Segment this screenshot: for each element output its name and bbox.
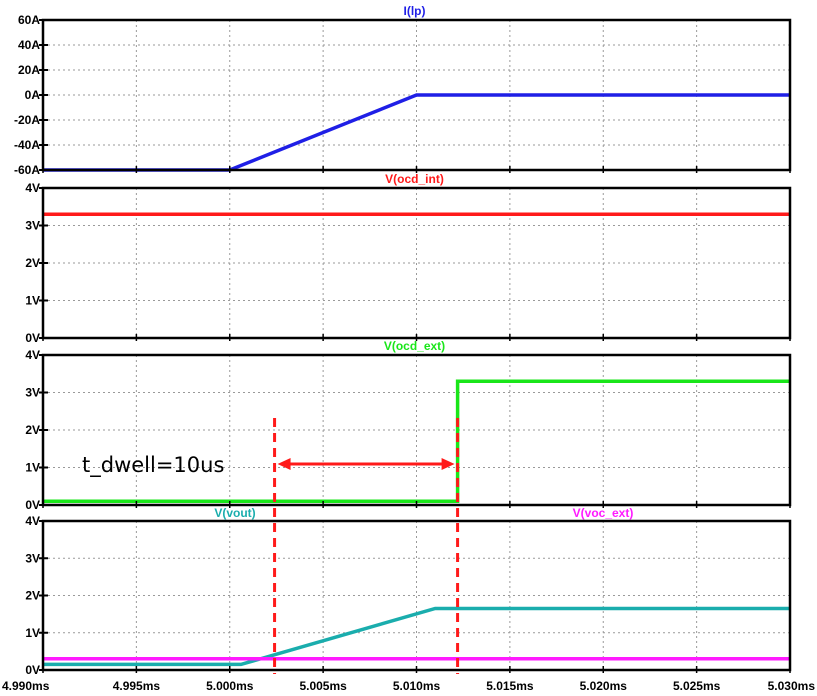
y-tick-label: 1V xyxy=(25,626,40,640)
x-tick-label: 4.990ms xyxy=(2,679,50,693)
y-tick-label: -60A xyxy=(14,163,40,177)
dwell-arrow-head-right xyxy=(441,458,455,470)
y-tick-label: 20A xyxy=(18,63,40,77)
y-tick-label: 0V xyxy=(25,498,40,512)
plot-pane-3: 4V 3V 2V 1V 0V V(ocd_ext) xyxy=(25,339,792,512)
y-tick-label: 4V xyxy=(25,514,40,528)
x-tick-label: 5.020ms xyxy=(580,679,628,693)
x-tick-label: 5.010ms xyxy=(393,679,441,693)
trace-title: V(vout) xyxy=(214,506,255,520)
y-tick-label: 1V xyxy=(25,461,40,475)
dwell-annotation: t_dwell=10us xyxy=(82,453,224,478)
y-tick-label: 2V xyxy=(25,589,40,603)
y-tick-label: 3V xyxy=(25,219,40,233)
series-line-4-1 xyxy=(43,606,790,667)
y-tick-label: -20A xyxy=(14,113,40,127)
x-tick-label: 5.030ms xyxy=(768,679,816,693)
y-tick-label: 1V xyxy=(25,294,40,308)
x-tick-label: 5.015ms xyxy=(486,679,534,693)
x-tick-label: 5.005ms xyxy=(299,679,347,693)
x-tick-label: 4.995ms xyxy=(113,679,161,693)
y-tick-label: 0A xyxy=(25,88,41,102)
y-tick-label: 4V xyxy=(25,348,40,362)
trace-title: V(ocd_int) xyxy=(385,172,444,186)
y-tick-label: 4V xyxy=(25,181,40,195)
y-tick-label: 2V xyxy=(25,423,40,437)
x-tick-label: 5.025ms xyxy=(673,679,721,693)
y-tick-label: 2V xyxy=(25,256,40,270)
dwell-arrow-head-left xyxy=(277,458,291,470)
y-tick-label: 0V xyxy=(25,331,40,345)
trace-title: V(ocd_ext) xyxy=(384,339,445,353)
y-tick-label: -40A xyxy=(14,138,40,152)
y-tick-label: 3V xyxy=(25,551,40,565)
plot-pane-2: 4V 3V 2V 1V 0V V(ocd_int) xyxy=(25,172,792,345)
trace-title: V(voc_ext) xyxy=(573,506,634,520)
y-tick-label: 40A xyxy=(18,38,40,52)
trace-title: I(lp) xyxy=(404,4,426,18)
y-tick-label: 3V xyxy=(25,386,40,400)
y-tick-label: 60A xyxy=(18,13,40,27)
x-tick-label: 5.000ms xyxy=(206,679,254,693)
y-tick-label: 0V xyxy=(25,663,40,677)
plot-pane-4: 4V 3V 2V 1V 0V V(vout) V(voc_ext) xyxy=(25,506,792,677)
plot-pane-1: 60A 40A 20A 0A -20A -40A -60A I(lp) xyxy=(14,4,792,177)
